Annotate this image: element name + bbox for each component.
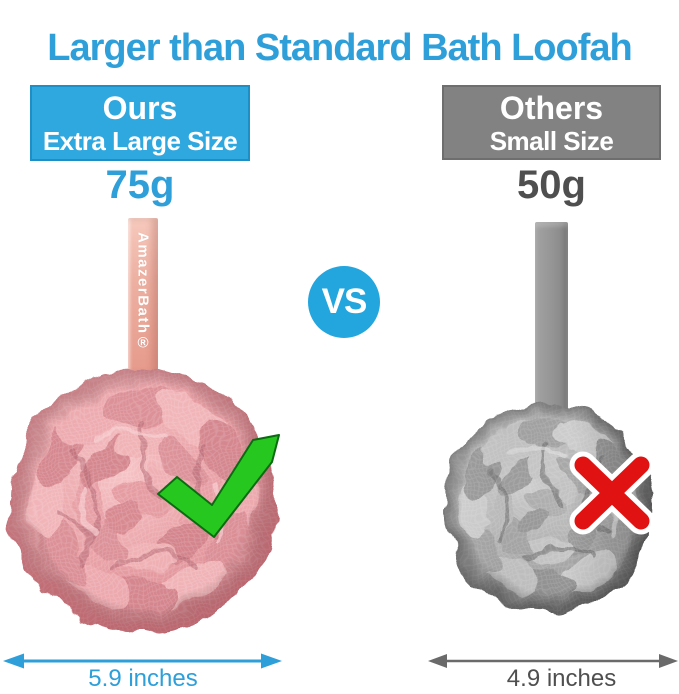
ours-badge-subtitle: Extra Large Size bbox=[42, 126, 238, 156]
others-badge-title: Others bbox=[499, 89, 604, 126]
brand-label: AmazerBath® bbox=[134, 232, 152, 354]
check-icon bbox=[157, 434, 280, 538]
others-badge: Others Small Size bbox=[442, 85, 661, 160]
ours-weight-label: 75g bbox=[105, 163, 175, 207]
cross-icon bbox=[569, 451, 655, 535]
others-loofah-strap bbox=[535, 222, 568, 422]
ours-loofah-strap: AmazerBath® bbox=[128, 218, 158, 374]
vs-badge: VS bbox=[308, 266, 380, 338]
others-loofah-pouf bbox=[442, 403, 654, 613]
ours-badge: Ours Extra Large Size bbox=[30, 85, 250, 161]
others-weight-label: 50g bbox=[517, 163, 586, 207]
ours-loofah-pouf bbox=[10, 370, 276, 634]
ours-size-arrow bbox=[3, 653, 282, 669]
others-size-label: 4.9 inches bbox=[506, 665, 617, 692]
page-title: Larger than Standard Bath Loofah bbox=[47, 27, 632, 70]
ours-badge-title: Ours bbox=[102, 90, 178, 126]
ours-size-label: 5.9 inches bbox=[88, 665, 198, 692]
others-badge-subtitle: Small Size bbox=[489, 125, 614, 156]
others-size-arrow bbox=[428, 654, 678, 668]
